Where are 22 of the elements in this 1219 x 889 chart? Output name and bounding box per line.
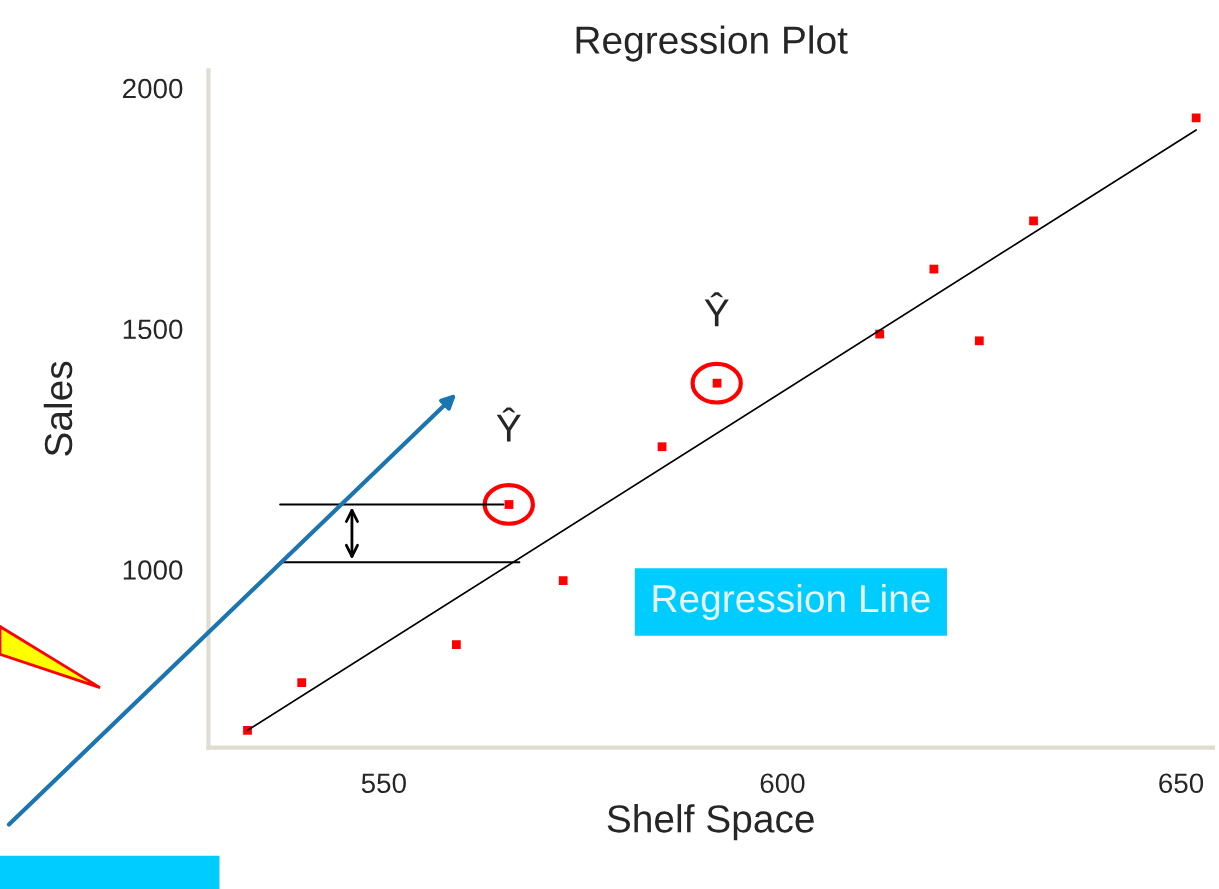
y-axis-title: Sales	[43, 361, 73, 456]
point	[657, 442, 667, 452]
point	[1191, 113, 1201, 123]
point	[297, 678, 307, 688]
point	[929, 264, 939, 274]
point	[974, 336, 984, 346]
chart-title: Regression Plot	[576, 25, 848, 62]
point	[451, 640, 461, 650]
y-tick-label: 1500	[123, 319, 183, 340]
annotation: Ŷ	[496, 407, 521, 442]
point	[712, 378, 722, 388]
annotation: Ŷ	[704, 292, 729, 327]
x-axis-title: Shelf Space	[607, 804, 814, 841]
y-tick-label: 1000	[123, 560, 183, 580]
x-tick-label: 650	[1159, 773, 1204, 794]
point	[504, 500, 514, 509]
annotation: Regression Line	[653, 583, 930, 621]
y-tick-label: 2000	[123, 78, 183, 99]
x-tick-label: 550	[361, 773, 406, 794]
point	[1029, 216, 1038, 226]
x-tick-label: 600	[760, 773, 805, 794]
point	[558, 576, 568, 585]
